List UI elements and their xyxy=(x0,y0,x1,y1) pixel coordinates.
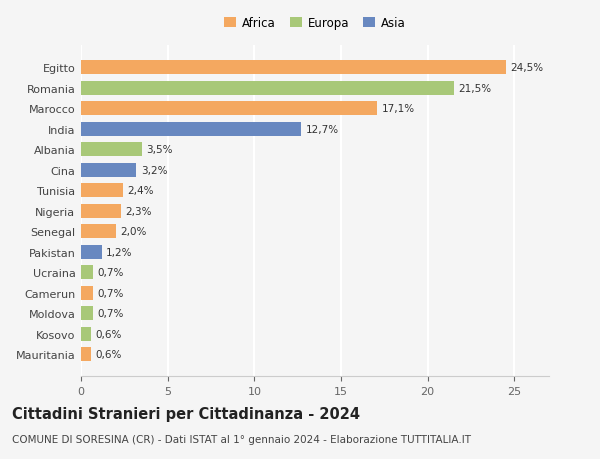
Bar xyxy=(81,224,116,239)
Text: 0,7%: 0,7% xyxy=(97,308,124,319)
Text: 0,7%: 0,7% xyxy=(97,268,124,278)
Text: 1,2%: 1,2% xyxy=(106,247,133,257)
Bar xyxy=(81,204,121,218)
Text: 0,6%: 0,6% xyxy=(96,329,122,339)
Bar xyxy=(81,122,301,136)
Bar xyxy=(81,245,102,259)
Text: 2,0%: 2,0% xyxy=(120,227,146,236)
Bar xyxy=(81,61,506,75)
Text: COMUNE DI SORESINA (CR) - Dati ISTAT al 1° gennaio 2024 - Elaborazione TUTTITALI: COMUNE DI SORESINA (CR) - Dati ISTAT al … xyxy=(12,434,471,444)
Bar xyxy=(81,184,122,198)
Bar xyxy=(81,81,454,95)
Bar xyxy=(81,102,377,116)
Bar xyxy=(81,307,93,320)
Text: 0,7%: 0,7% xyxy=(97,288,124,298)
Bar xyxy=(81,327,91,341)
Text: 3,2%: 3,2% xyxy=(141,165,167,175)
Text: 17,1%: 17,1% xyxy=(382,104,415,114)
Bar xyxy=(81,163,136,177)
Bar xyxy=(81,266,93,280)
Bar xyxy=(81,347,91,361)
Text: 21,5%: 21,5% xyxy=(458,84,491,93)
Text: 0,6%: 0,6% xyxy=(96,349,122,359)
Text: 2,4%: 2,4% xyxy=(127,186,154,196)
Text: 2,3%: 2,3% xyxy=(125,206,152,216)
Text: 3,5%: 3,5% xyxy=(146,145,173,155)
Legend: Africa, Europa, Asia: Africa, Europa, Asia xyxy=(221,13,409,34)
Text: Cittadini Stranieri per Cittadinanza - 2024: Cittadini Stranieri per Cittadinanza - 2… xyxy=(12,406,360,421)
Bar xyxy=(81,143,142,157)
Text: 12,7%: 12,7% xyxy=(305,124,338,134)
Text: 24,5%: 24,5% xyxy=(510,63,543,73)
Bar xyxy=(81,286,93,300)
